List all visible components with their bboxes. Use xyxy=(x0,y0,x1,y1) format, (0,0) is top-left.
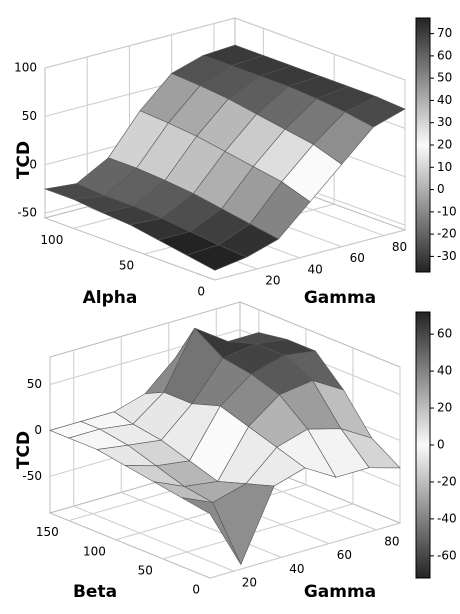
x-tick-label: 50 xyxy=(138,563,153,577)
y-axis-label: Gamma xyxy=(304,582,376,602)
colorbar-tick-label: 40 xyxy=(437,364,452,378)
z-tick-label: 0 xyxy=(34,423,42,437)
y-tick-label: 20 xyxy=(265,273,280,287)
z-tick-label: 0 xyxy=(29,157,37,171)
x-tick-label: 150 xyxy=(36,525,59,539)
colorbar-tick-label: 0 xyxy=(437,182,445,196)
colorbar-tick-label: 20 xyxy=(437,138,452,152)
colorbar-tick-label: 0 xyxy=(437,438,445,452)
grid-line xyxy=(44,17,406,81)
grid-line xyxy=(209,367,401,579)
colorbar-tick-label: 60 xyxy=(437,327,452,341)
z-axis-label: TCD xyxy=(14,141,34,179)
colorbar-tick-label: 50 xyxy=(437,71,452,85)
colorbar-tick-label: -10 xyxy=(437,204,457,218)
colorbar-tick-label: 40 xyxy=(437,93,452,107)
colorbar-tick-label: -40 xyxy=(437,511,457,525)
x-tick-label: 50 xyxy=(119,259,134,273)
colorbar xyxy=(415,311,431,579)
z-axis-label: TCD xyxy=(14,431,34,469)
grid-line xyxy=(214,80,406,281)
colorbar-tick-label: 20 xyxy=(437,401,452,415)
surface-patch xyxy=(185,244,248,271)
grid-line xyxy=(49,329,401,395)
colorbar-tick-label: 30 xyxy=(437,115,452,129)
y-tick-label: 80 xyxy=(384,534,399,548)
colorbar xyxy=(415,17,431,273)
y-tick-label: 60 xyxy=(337,548,352,562)
x-tick-label: 100 xyxy=(83,544,106,558)
colorbar-tick-label: -60 xyxy=(437,548,457,562)
z-tick-label: 100 xyxy=(14,61,37,75)
z-tick-label: -50 xyxy=(22,469,42,483)
colorbar-tick-label: 60 xyxy=(437,48,452,62)
x-tick-label: 100 xyxy=(40,233,63,247)
y-tick-label: 40 xyxy=(307,262,322,276)
x-tick-label: 0 xyxy=(197,285,205,299)
colorbar-tick-label: -20 xyxy=(437,474,457,488)
z-tick-label: -50 xyxy=(17,206,37,220)
colorbar-tick-label: -30 xyxy=(437,249,457,263)
surface-patch xyxy=(181,497,242,565)
y-axis-label: Gamma xyxy=(304,288,376,308)
y-tick-label: 20 xyxy=(242,576,257,590)
x-tick-label: 0 xyxy=(192,583,200,597)
x-axis-label: Alpha xyxy=(83,288,138,308)
y-tick-label: 40 xyxy=(289,562,304,576)
colorbar-tick-label: 70 xyxy=(437,26,452,40)
x-axis-label: Beta xyxy=(73,582,117,602)
grid-line xyxy=(73,350,234,572)
colorbar-tick-label: -20 xyxy=(437,227,457,241)
z-tick-label: 50 xyxy=(27,377,42,391)
y-tick-label: 60 xyxy=(350,251,365,265)
z-tick-label: 50 xyxy=(22,109,37,123)
colorbar-tick-label: 10 xyxy=(437,160,452,174)
y-tick-label: 80 xyxy=(392,240,407,254)
